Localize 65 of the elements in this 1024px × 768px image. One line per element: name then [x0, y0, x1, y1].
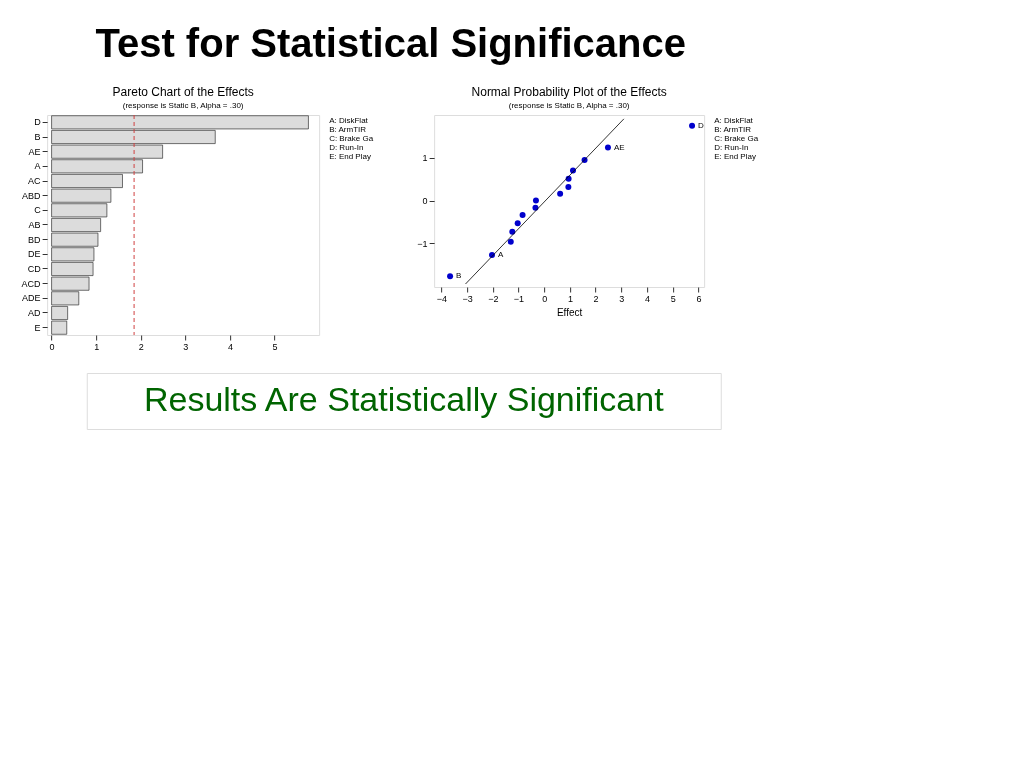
x-tick-label: 3 — [619, 293, 625, 304]
text: Test for Statistical Significance — [95, 21, 687, 65]
text: C: Brake Ga — [714, 134, 759, 143]
text: A: DiskFlat — [714, 116, 754, 125]
point — [689, 122, 696, 129]
y-tick-label: BD — [28, 234, 42, 245]
y-tick-label: AE — [28, 146, 41, 157]
text: B: ArmTIR — [329, 125, 367, 134]
y-tick-label: E — [34, 322, 41, 333]
text: D: Run-In — [714, 143, 749, 152]
annotation: D — [698, 120, 705, 130]
point — [447, 273, 454, 280]
x-tick-label: 5 — [272, 341, 278, 352]
text: C: Brake Ga — [329, 134, 374, 143]
y-tick-label: ABD — [22, 190, 42, 201]
y-tick-label: −1 — [417, 238, 428, 249]
y-tick-label: ADE — [22, 293, 41, 304]
text: E: End Play — [329, 152, 371, 161]
point — [557, 190, 564, 197]
point — [532, 197, 539, 204]
y-tick-label: 1 — [422, 153, 428, 164]
x-tick-label: 2 — [593, 293, 599, 304]
x-tick-label: −3 — [462, 293, 473, 304]
y-tick-label: B — [34, 132, 41, 142]
annotation: AE — [613, 142, 625, 152]
x-tick-label: −4 — [436, 293, 447, 304]
x-tick-label: 4 — [227, 341, 233, 352]
point — [514, 220, 521, 227]
x-tick-label: 3 — [183, 341, 189, 352]
y-tick-label: DE — [28, 249, 41, 260]
x-axis-title: Effect — [556, 306, 583, 318]
x-tick-label: 0 — [49, 341, 55, 352]
annotation: A — [497, 249, 504, 259]
point — [507, 238, 514, 245]
x-tick-label: 1 — [94, 341, 100, 352]
y-tick-label: CD — [27, 264, 42, 274]
text: D: Run-In — [329, 143, 364, 152]
point — [604, 144, 611, 151]
text: A: DiskFlat — [329, 116, 369, 125]
text: Results Are Statistically Significant — [143, 380, 665, 418]
y-tick-label: AB — [28, 220, 41, 230]
chart-subtitle: (response is Static B, Alpha = .30) — [122, 100, 244, 110]
y-tick-label: D — [34, 117, 42, 128]
chart-title: Pareto Chart of the Effects — [112, 84, 254, 99]
x-tick-label: 6 — [696, 293, 702, 304]
chart-subtitle: (response is Static B, Alpha = .30) — [508, 101, 630, 110]
point — [565, 183, 572, 190]
x-tick-label: 1 — [567, 293, 573, 304]
x-tick-label: 0 — [542, 293, 548, 304]
x-tick-label: 2 — [138, 341, 144, 352]
text: B: ArmTIR — [714, 125, 752, 134]
x-tick-label: −2 — [488, 293, 499, 304]
x-tick-label: −1 — [513, 293, 525, 304]
chart-title: Normal Probability Plot of the Effects — [471, 85, 667, 99]
y-tick-label: ACD — [21, 278, 42, 289]
y-tick-label: AC — [28, 176, 42, 186]
x-tick-label: 4 — [645, 293, 651, 304]
annotation: B — [456, 271, 462, 281]
x-tick-label: 5 — [670, 293, 676, 304]
y-tick-label: C — [34, 205, 42, 216]
y-tick-label: 0 — [422, 196, 428, 207]
y-tick-label: AD — [28, 308, 42, 318]
point — [519, 212, 526, 219]
y-tick-label: A — [34, 161, 41, 172]
text: E: End Play — [714, 152, 756, 161]
